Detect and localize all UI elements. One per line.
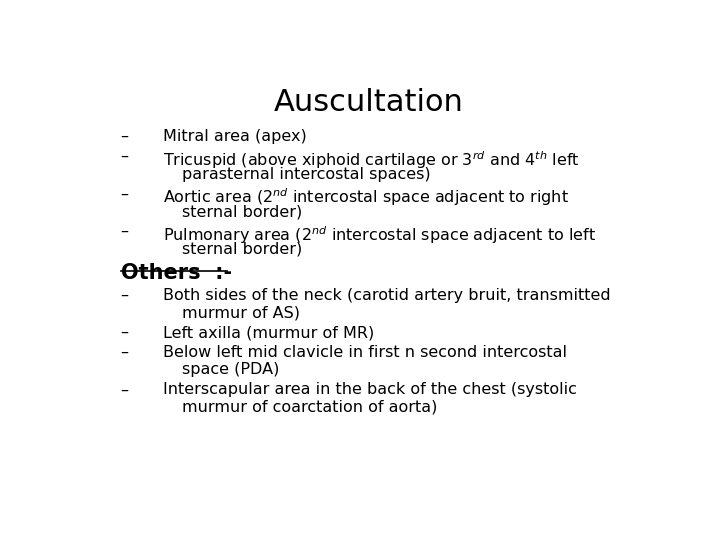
Text: Auscultation: Auscultation [274, 87, 464, 117]
Text: Pulmonary area (2$^{nd}$ intercostal space adjacent to left: Pulmonary area (2$^{nd}$ intercostal spa… [163, 224, 596, 246]
Text: –: – [121, 288, 129, 302]
Text: space (PDA): space (PDA) [182, 362, 279, 377]
Text: –: – [121, 224, 129, 239]
Text: –: – [121, 325, 129, 340]
Text: murmur of coarctation of aorta): murmur of coarctation of aorta) [182, 400, 438, 415]
Text: Mitral area (apex): Mitral area (apex) [163, 129, 306, 144]
Text: –: – [121, 382, 129, 397]
Text: Left axilla (murmur of MR): Left axilla (murmur of MR) [163, 325, 374, 340]
Text: Tricuspid (above xiphoid cartilage or 3$^{rd}$ and 4$^{th}$ left: Tricuspid (above xiphoid cartilage or 3$… [163, 149, 579, 171]
Text: sternal border): sternal border) [182, 241, 302, 256]
Text: –: – [121, 345, 129, 360]
Text: –: – [121, 129, 129, 144]
Text: Interscapular area in the back of the chest (systolic: Interscapular area in the back of the ch… [163, 382, 577, 397]
Text: –: – [121, 187, 129, 201]
Text: Below left mid clavicle in first n second intercostal: Below left mid clavicle in first n secon… [163, 345, 567, 360]
Text: sternal border): sternal border) [182, 204, 302, 219]
Text: Others  :-: Others :- [121, 264, 232, 284]
Text: parasternal intercostal spaces): parasternal intercostal spaces) [182, 167, 431, 181]
Text: –: – [121, 149, 129, 164]
Text: murmur of AS): murmur of AS) [182, 305, 300, 320]
Text: Aortic area (2$^{nd}$ intercostal space adjacent to right: Aortic area (2$^{nd}$ intercostal space … [163, 187, 568, 208]
Text: Both sides of the neck (carotid artery bruit, transmitted: Both sides of the neck (carotid artery b… [163, 288, 610, 302]
